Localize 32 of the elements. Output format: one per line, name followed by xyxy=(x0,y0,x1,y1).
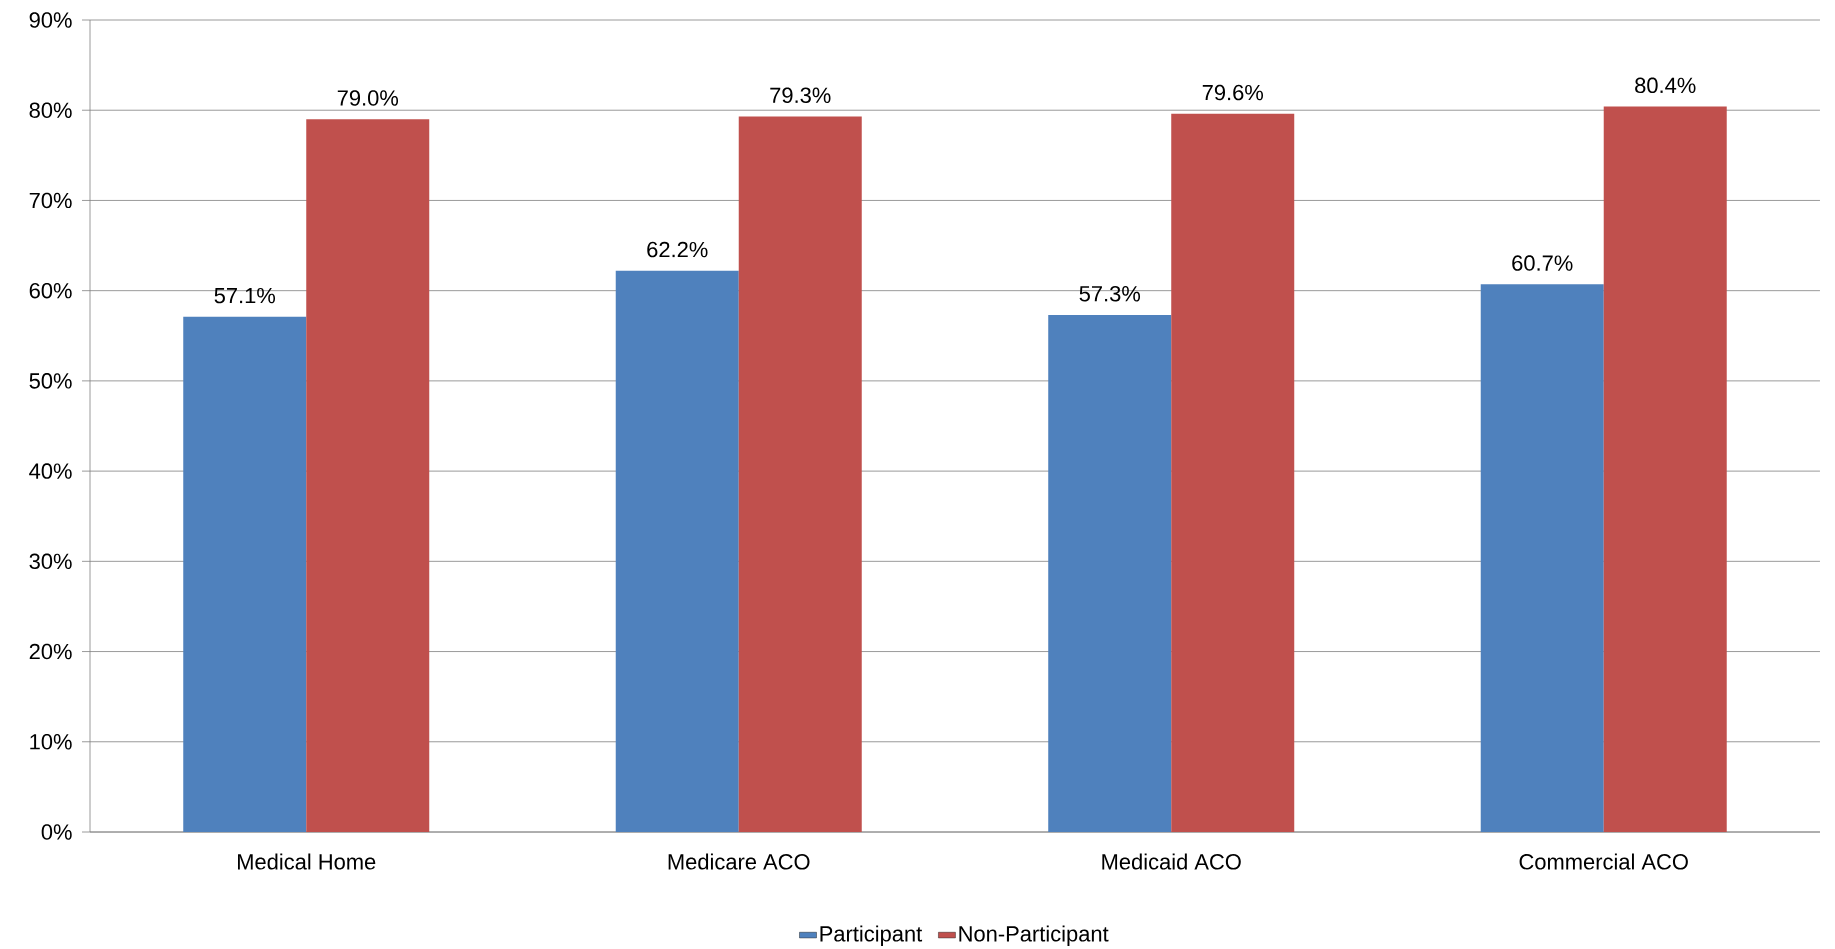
data-label: 57.3% xyxy=(1079,286,1141,302)
data-label: 79.6% xyxy=(1202,84,1264,101)
y-tick-label: 10% xyxy=(30,734,72,750)
bar xyxy=(738,116,862,833)
y-tick-label: 60% xyxy=(29,283,72,299)
data-label: 79.0% xyxy=(337,90,399,106)
y-tick-label: 50% xyxy=(29,373,72,389)
bar xyxy=(1048,315,1172,833)
y-tick-label: 0% xyxy=(41,824,72,840)
bar xyxy=(1171,114,1295,833)
data-label: 79.3% xyxy=(770,87,831,104)
data-label: 57.1% xyxy=(214,288,276,304)
y-tick-label: 40% xyxy=(29,463,72,480)
x-tick-label: Commercial ACO xyxy=(1519,853,1688,870)
data-label: 80.4% xyxy=(1635,77,1696,94)
data-label: 62.2% xyxy=(647,241,708,258)
y-tick-label: 90% xyxy=(29,12,72,28)
legend-label: Non-Participant xyxy=(959,925,1109,947)
y-tick-label: 70% xyxy=(29,192,72,209)
y-tick-label: 80% xyxy=(29,102,72,119)
bar xyxy=(306,119,430,833)
bar xyxy=(1603,106,1727,833)
y-tick-label: 30% xyxy=(29,553,72,570)
bar xyxy=(183,317,307,833)
bar xyxy=(615,270,739,833)
x-tick-label: Medicaid ACO xyxy=(1102,853,1241,870)
legend-label: Participant xyxy=(820,925,923,947)
x-tick-label: Medical Home xyxy=(238,853,376,870)
data-label: 60.7% xyxy=(1512,255,1573,272)
x-tick-label: Medicare ACO xyxy=(668,853,810,870)
bar xyxy=(1480,284,1604,833)
y-tick-label: 20% xyxy=(29,643,72,660)
